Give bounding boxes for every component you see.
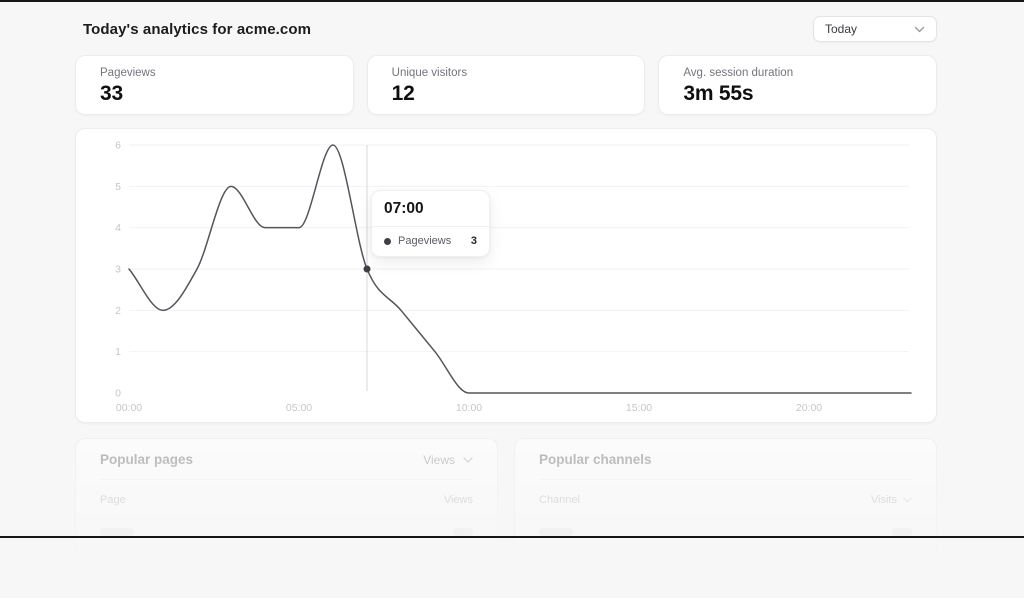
- chart-tooltip: 07:00 Pageviews 3: [371, 190, 490, 257]
- popular-pages-title: Popular pages: [100, 452, 194, 467]
- svg-text:3: 3: [115, 264, 121, 276]
- svg-text:05:00: 05:00: [286, 402, 312, 414]
- chevron-down-icon: [914, 26, 925, 33]
- column-visits: Visits: [870, 494, 897, 506]
- analytics-page: Today's analytics for acme.com Today Pag…: [75, 0, 938, 598]
- stat-label: Pageviews: [100, 67, 156, 79]
- popular-pages-card: Popular pages Views Page Views: [75, 438, 498, 598]
- stat-card-pageviews: Pageviews 33: [75, 55, 354, 115]
- column-channel: Channel: [539, 494, 580, 506]
- bottom-section: Popular pages Views Page Views Popular c…: [75, 438, 937, 598]
- bottom-edge-bar: [0, 536, 1024, 538]
- column-views: Views: [443, 494, 473, 506]
- tooltip-time: 07:00: [384, 200, 424, 217]
- stat-value: 3m 55s: [683, 82, 754, 105]
- stat-value: 12: [391, 82, 415, 105]
- row-placeholder: [539, 528, 573, 537]
- views-sort-label: Views: [423, 452, 455, 467]
- row-placeholder: [453, 528, 473, 537]
- svg-text:0: 0: [115, 388, 121, 400]
- table-row: [100, 528, 473, 537]
- stat-card-unique-visitors: Unique visitors 12: [366, 55, 646, 115]
- svg-text:1: 1: [115, 346, 121, 358]
- chevron-down-icon: [463, 456, 473, 463]
- column-page: Page: [100, 494, 126, 506]
- svg-text:2: 2: [115, 305, 121, 317]
- svg-text:20:00: 20:00: [796, 402, 822, 414]
- row-placeholder: [892, 528, 912, 537]
- stat-label: Unique visitors: [391, 67, 468, 79]
- tooltip-series-label: Pageviews: [398, 235, 452, 247]
- tooltip-divider: [372, 226, 489, 227]
- popular-channels-table-head: Channel Visits: [539, 494, 912, 506]
- stat-value: 33: [100, 82, 123, 105]
- svg-text:4: 4: [115, 222, 121, 234]
- pageviews-series-dot: [384, 237, 391, 245]
- chevron-down-icon: [903, 497, 912, 503]
- date-range-select[interactable]: Today: [813, 16, 937, 42]
- column-visits-sort[interactable]: Visits: [871, 494, 912, 506]
- views-sort-dropdown[interactable]: Views: [423, 453, 473, 467]
- svg-text:5: 5: [115, 181, 121, 193]
- popular-pages-table-head: Page Views: [100, 494, 473, 506]
- svg-text:6: 6: [115, 140, 121, 152]
- popular-channels-header: Popular channels: [539, 452, 912, 480]
- popular-channels-title: Popular channels: [539, 452, 652, 467]
- date-range-value: Today: [825, 22, 858, 36]
- svg-text:15:00: 15:00: [626, 402, 652, 414]
- row-placeholder: [100, 528, 134, 537]
- pageviews-line-chart[interactable]: 0 1 2 3 4 5 6 00:00 05:00 10:00 15:00 20:00: [76, 129, 937, 423]
- svg-text:00:00: 00:00: [116, 402, 142, 414]
- pageviews-chart-card: 0 1 2 3 4 5 6 00:00 05:00 10:00 15:00 20:00 07:00 P…: [75, 128, 937, 423]
- stats-row: Pageviews 33 Unique visitors 12 Avg. ses…: [75, 55, 938, 115]
- table-row: [539, 528, 912, 537]
- stat-label: Avg. session duration: [683, 67, 794, 79]
- stat-card-session-duration: Avg. session duration 3m 55s: [658, 55, 938, 115]
- page-title: Today's analytics for acme.com: [83, 20, 312, 38]
- page-header: Today's analytics for acme.com Today: [75, 15, 937, 43]
- popular-pages-header: Popular pages Views: [100, 452, 473, 480]
- popular-channels-card: Popular channels Channel Visits: [514, 438, 937, 598]
- svg-text:10:00: 10:00: [456, 402, 482, 414]
- top-edge-bar: [0, 0, 1024, 2]
- tooltip-value: 3: [470, 235, 477, 247]
- tooltip-row: Pageviews 3: [384, 235, 477, 247]
